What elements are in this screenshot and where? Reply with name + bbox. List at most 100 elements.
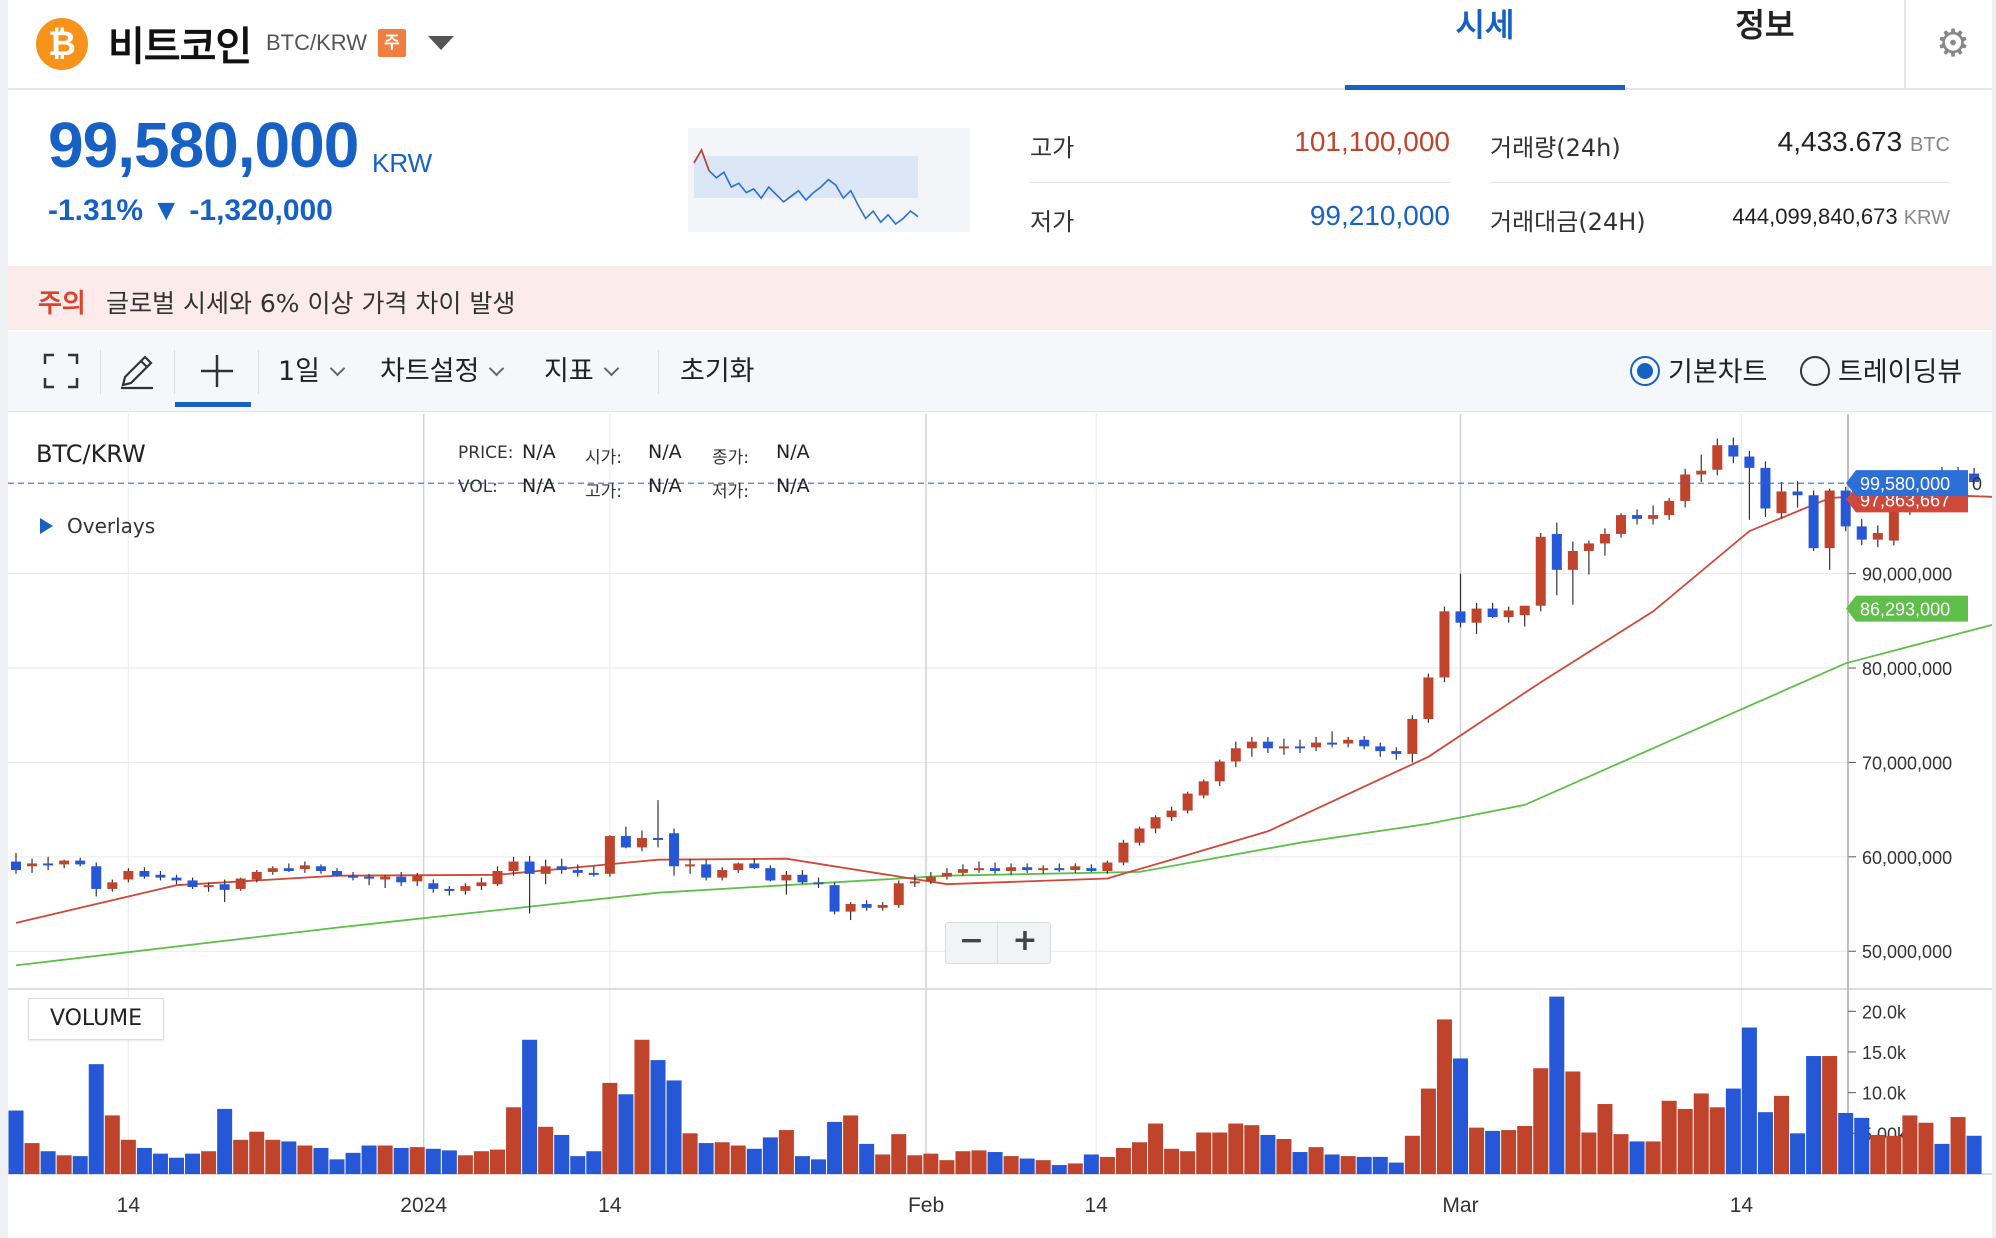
volume-bar: [40, 1151, 56, 1174]
reset-button[interactable]: 초기화: [680, 356, 755, 387]
candle-body: [1599, 533, 1610, 544]
candle-body: [492, 870, 503, 885]
overlays-toggle[interactable]: Overlays: [40, 514, 155, 538]
volume-bar: [570, 1156, 586, 1174]
toolbar-divider: [100, 350, 101, 394]
volume-bar: [1276, 1139, 1292, 1174]
volume-bar: [794, 1156, 810, 1174]
candle-body: [1278, 746, 1289, 749]
volume-bar: [409, 1147, 425, 1174]
price-info-label: PRICE:: [458, 443, 514, 463]
volume-bar: [987, 1152, 1003, 1174]
low-info-value: N/A: [776, 475, 810, 497]
tab-info[interactable]: 정보: [1735, 6, 1795, 44]
volume-bar: [1180, 1151, 1196, 1174]
volume-bar: [185, 1153, 201, 1174]
x-tick-label: Feb: [908, 1194, 944, 1217]
candle-body: [1888, 509, 1899, 541]
volume-bar: [1613, 1134, 1629, 1174]
volume-value: 4,433.673 BTC: [1640, 126, 1950, 158]
volume-bar: [907, 1155, 923, 1174]
radio-empty-icon: [1800, 355, 1830, 386]
chevron-down-icon: [489, 360, 505, 377]
volume-bar: [602, 1082, 618, 1174]
toolbar-divider: [174, 350, 175, 394]
candle-body: [1872, 533, 1883, 540]
volume-bar: [1292, 1152, 1308, 1174]
candle-body: [925, 876, 936, 882]
period-select[interactable]: 1일: [278, 350, 346, 394]
basic-chart-radio[interactable]: 기본차트: [1630, 352, 1767, 394]
low-value: 99,210,000: [1309, 200, 1450, 231]
high-info-label: 고가:: [585, 482, 623, 502]
close-info-value: N/A: [776, 441, 810, 463]
chart-settings-menu[interactable]: 차트설정: [380, 350, 505, 394]
candle-body: [1551, 533, 1562, 570]
volume-bar: [1725, 1088, 1741, 1174]
volume-bar: [1485, 1130, 1501, 1174]
settings-gear-icon[interactable]: ⚙: [1904, 0, 1996, 88]
candle-body: [1776, 491, 1787, 514]
volume-bar: [152, 1153, 168, 1174]
candle-body: [1359, 739, 1370, 747]
candle-body: [332, 870, 342, 876]
candle-body: [1230, 748, 1241, 762]
coin-dropdown-chevron-icon[interactable]: [428, 36, 454, 50]
coin-name[interactable]: 비트코인: [108, 24, 252, 70]
volume-bar: [522, 1039, 538, 1174]
volume-bar: [1308, 1147, 1324, 1174]
x-tick-label: Mar: [1442, 1194, 1478, 1217]
volume-bar: [875, 1154, 891, 1174]
candle-body: [685, 864, 696, 867]
volume-bar: [313, 1147, 329, 1174]
notice-text: 글로벌 시세와 6% 이상 가격 차이 발생: [106, 289, 516, 318]
volume-bar: [811, 1159, 826, 1174]
candle-body: [669, 833, 680, 867]
fullscreen-icon[interactable]: [36, 346, 86, 396]
volume-bar: [1115, 1147, 1131, 1174]
expand-triangle-icon: [40, 518, 53, 534]
chart-settings-label: 차트설정: [380, 356, 480, 387]
volume-bar: [1597, 1104, 1613, 1174]
vol-info-label: VOL:: [458, 477, 498, 497]
ma-long-price-tag: 86,293,000: [1846, 595, 1968, 622]
zoom-in-button[interactable]: +: [1012, 923, 1038, 958]
volume-bar: [8, 1110, 24, 1174]
candle-body: [235, 878, 246, 889]
indicators-menu[interactable]: 지표: [544, 350, 619, 394]
volume-bar: [297, 1145, 313, 1174]
volume-bar: [1661, 1100, 1677, 1174]
zoom-out-button[interactable]: −: [946, 923, 998, 963]
candle-body: [1182, 793, 1193, 811]
y-tick-label: 50,000,000: [1862, 942, 1952, 962]
price-chart[interactable]: 90,000,000 80,000,000 70,000,000 60,000,000…: [8, 414, 1992, 1238]
trade-amount-unit: KRW: [1903, 207, 1950, 229]
moving-average-long-line: [15, 623, 1992, 967]
price-unit: KRW: [372, 148, 433, 178]
pencil-icon[interactable]: [112, 346, 162, 396]
tab-price[interactable]: 시세: [1345, 0, 1625, 90]
volume-bar: [827, 1121, 843, 1174]
volume-bar: [377, 1145, 393, 1174]
candle-body: [123, 870, 134, 880]
volume-bar: [1035, 1160, 1051, 1174]
candle-body: [444, 888, 455, 891]
candle-body: [59, 860, 70, 865]
volume-number: 4,433.673: [1777, 126, 1903, 157]
zoom-control: − +: [945, 922, 1051, 964]
candle-body: [348, 875, 359, 878]
volume-bar: [1164, 1148, 1180, 1174]
price-change: -1.31% ▼ -1,320,000: [48, 194, 333, 227]
candle-body: [75, 860, 86, 865]
radio-selected-icon: [1630, 355, 1660, 386]
candle-body: [460, 886, 471, 891]
toolbar-divider: [658, 350, 659, 394]
volume-bar: [1902, 1115, 1918, 1174]
crosshair-icon[interactable]: [192, 346, 242, 396]
high-label: 고가: [1030, 134, 1075, 162]
tradingview-radio[interactable]: 트레이딩뷰: [1800, 352, 1962, 394]
volume-bar: [249, 1131, 265, 1174]
volume-bar: [1356, 1156, 1372, 1174]
volume-bar: [329, 1159, 345, 1174]
volume-bar: [457, 1155, 473, 1174]
